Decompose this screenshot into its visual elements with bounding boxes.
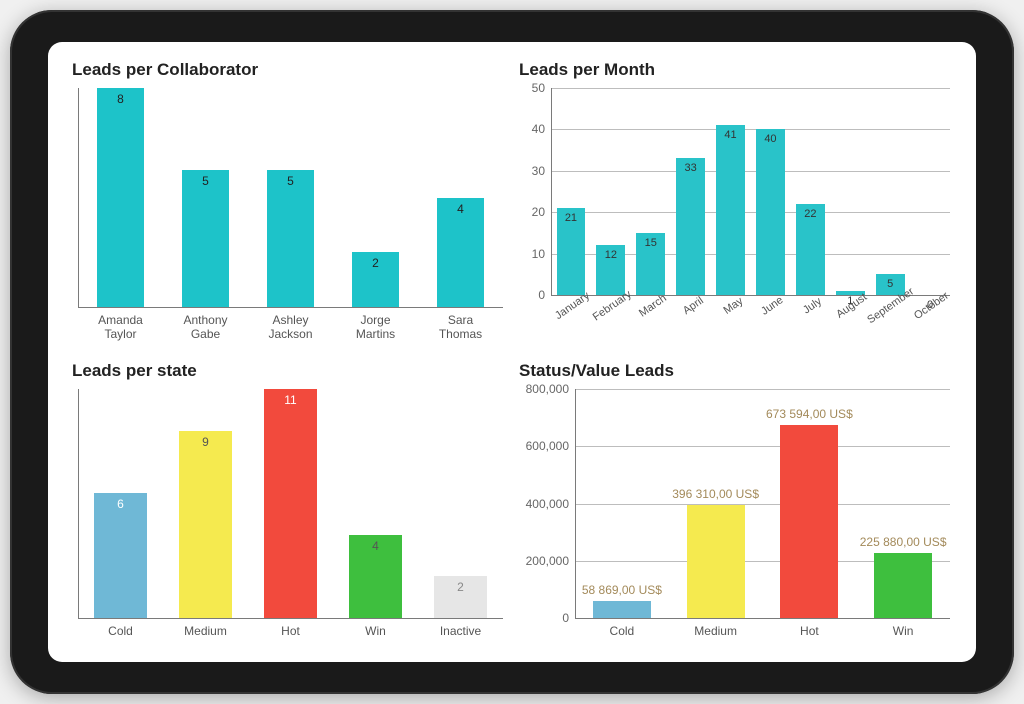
bar xyxy=(874,553,932,618)
y-tick-label: 800,000 xyxy=(517,382,569,396)
bar-value-label: 396 310,00 US$ xyxy=(672,487,759,501)
chart-title: Leads per Collaborator xyxy=(70,60,507,80)
bar-value-label: 15 xyxy=(645,237,657,249)
x-tick-label: Hot xyxy=(248,624,333,638)
bar-value-label: 225 880,00 US$ xyxy=(860,535,947,549)
bar-value-label: 21 xyxy=(565,212,577,224)
x-tick-label: SaraThomas xyxy=(418,313,503,342)
x-tick-label: AnthonyGabe xyxy=(163,313,248,342)
chart-leads-per-state: 6 Cold 9 Medium 11 Hot 4 Win 2 Inactive xyxy=(70,383,507,644)
bar-value-label: 5 xyxy=(887,278,893,290)
screen: Leads per Collaborator 8 AmandaTaylor 5 Ant… xyxy=(48,42,976,662)
panel-status-value-leads: Status/Value Leads 0 200,000 400,000 600,00… xyxy=(517,361,954,644)
bar xyxy=(676,158,705,295)
bar-value-label: 2 xyxy=(372,256,379,270)
bar-value-label: 40 xyxy=(764,133,776,145)
x-tick-label: Cold xyxy=(78,624,163,638)
bar-value-label: 6 xyxy=(117,497,124,511)
x-tick-label: Win xyxy=(856,624,950,638)
x-axis xyxy=(551,295,950,296)
bar-value-label: 41 xyxy=(724,129,736,141)
x-tick-label: AmandaTaylor xyxy=(78,313,163,342)
chart-status-value-leads: 0 200,000 400,000 600,000 800,000 58 869,00 U… xyxy=(517,383,954,644)
y-axis xyxy=(575,389,576,618)
gridline xyxy=(551,129,950,130)
y-tick-label: 50 xyxy=(517,81,545,95)
x-tick-label: May xyxy=(721,295,746,318)
y-tick-label: 0 xyxy=(517,611,569,625)
bar xyxy=(182,170,229,307)
y-tick-label: 0 xyxy=(517,288,545,302)
bar-value-label: 22 xyxy=(804,208,816,220)
panel-leads-per-month: Leads per Month 0102030405021January12Fe… xyxy=(517,60,954,343)
bar xyxy=(593,601,651,618)
x-tick-label: Medium xyxy=(163,624,248,638)
panel-leads-per-state: Leads per state 6 Cold 9 Medium 11 Hot 4 Win 2 In… xyxy=(70,361,507,644)
bar-value-label: 11 xyxy=(284,393,296,407)
y-tick-label: 10 xyxy=(517,247,545,261)
bar-value-label: 8 xyxy=(117,92,124,106)
gridline xyxy=(575,389,950,390)
chart-title: Leads per Month xyxy=(517,60,954,80)
tablet-bezel: Leads per Collaborator 8 AmandaTaylor 5 Ant… xyxy=(10,10,1014,694)
y-axis xyxy=(78,389,79,618)
y-tick-label: 30 xyxy=(517,164,545,178)
bar-value-label: 5 xyxy=(287,174,294,188)
x-tick-label: Win xyxy=(333,624,418,638)
x-tick-label: AshleyJackson xyxy=(248,313,333,342)
bar-value-label: 4 xyxy=(457,202,464,216)
y-tick-label: 200,000 xyxy=(517,554,569,568)
x-tick-label: July xyxy=(801,295,825,317)
bar xyxy=(97,88,144,307)
panel-leads-per-collaborator: Leads per Collaborator 8 AmandaTaylor 5 Ant… xyxy=(70,60,507,343)
y-tick-label: 40 xyxy=(517,122,545,136)
bar xyxy=(780,425,838,618)
gridline xyxy=(551,88,950,89)
x-tick-label: March xyxy=(637,292,670,320)
bar xyxy=(716,125,745,295)
bar-value-label: 12 xyxy=(605,249,617,261)
x-axis xyxy=(575,618,950,619)
bar xyxy=(687,505,745,618)
x-tick-label: Cold xyxy=(575,624,669,638)
bar xyxy=(179,431,232,618)
bar-value-label: 33 xyxy=(685,162,697,174)
y-tick-label: 20 xyxy=(517,205,545,219)
bar xyxy=(94,493,147,618)
y-tick-label: 400,000 xyxy=(517,497,569,511)
x-axis xyxy=(78,307,503,308)
gridline xyxy=(575,446,950,447)
chart-leads-per-collaborator: 8 AmandaTaylor 5 AnthonyGabe 5 AshleyJackson 2… xyxy=(70,82,507,343)
x-axis xyxy=(78,618,503,619)
y-tick-label: 600,000 xyxy=(517,439,569,453)
bar xyxy=(756,129,785,295)
bar-value-label: 9 xyxy=(202,435,209,449)
x-tick-label: Medium xyxy=(669,624,763,638)
bar xyxy=(264,389,317,618)
chart-title: Status/Value Leads xyxy=(517,361,954,381)
chart-title: Leads per state xyxy=(70,361,507,381)
bar-value-label: 673 594,00 US$ xyxy=(766,407,853,421)
x-tick-label: June xyxy=(759,294,786,318)
gridline xyxy=(551,212,950,213)
gridline xyxy=(551,171,950,172)
y-axis xyxy=(551,88,552,295)
x-tick-label: JorgeMartins xyxy=(333,313,418,342)
bar-value-label: 4 xyxy=(372,539,379,553)
gridline xyxy=(575,504,950,505)
bar-value-label: 5 xyxy=(202,174,209,188)
bar-value-label: 58 869,00 US$ xyxy=(582,583,662,597)
x-tick-label: Hot xyxy=(763,624,857,638)
bar xyxy=(267,170,314,307)
chart-leads-per-month: 0102030405021January12February15March33A… xyxy=(517,82,954,343)
x-tick-label: April xyxy=(681,295,707,318)
y-axis xyxy=(78,88,79,307)
bar-value-label: 2 xyxy=(457,580,464,594)
x-tick-label: Inactive xyxy=(418,624,503,638)
